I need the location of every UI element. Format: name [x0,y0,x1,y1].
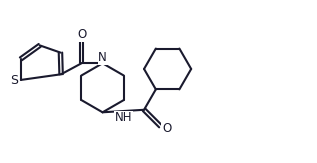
Text: O: O [162,122,171,135]
Text: NH: NH [114,111,132,124]
Text: O: O [77,29,86,42]
Text: S: S [10,74,19,87]
Text: N: N [98,51,107,64]
